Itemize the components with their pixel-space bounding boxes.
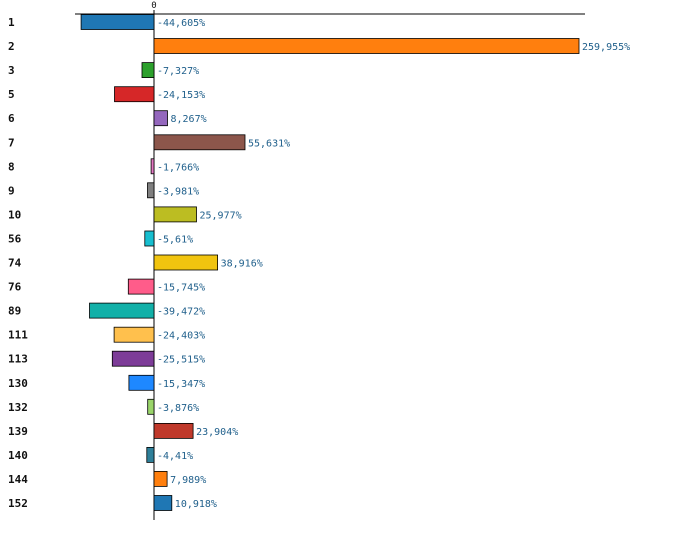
category-label: 6 bbox=[8, 112, 15, 125]
axes: 0 bbox=[75, 1, 585, 520]
value-label: -3,876% bbox=[157, 403, 199, 414]
value-label: 7,989% bbox=[170, 475, 206, 486]
value-label: -25,515% bbox=[157, 355, 205, 366]
category-label: 74 bbox=[8, 257, 22, 270]
value-label: 8,267% bbox=[171, 114, 207, 125]
category-label: 144 bbox=[8, 473, 28, 486]
category-label: 9 bbox=[8, 184, 15, 197]
value-label: -24,403% bbox=[157, 331, 205, 342]
category-label: 89 bbox=[8, 305, 21, 318]
value-label: -4,41% bbox=[157, 451, 193, 462]
category-label: 56 bbox=[8, 233, 22, 246]
bar-76 bbox=[127, 278, 155, 295]
category-label: 5 bbox=[8, 88, 15, 101]
bar-10 bbox=[153, 206, 197, 223]
category-label: 2 bbox=[8, 40, 15, 53]
value-label: -39,472% bbox=[157, 307, 205, 318]
bar-7 bbox=[153, 134, 246, 151]
value-label: -15,745% bbox=[157, 283, 205, 294]
bar-9 bbox=[147, 182, 155, 199]
category-label: 132 bbox=[8, 401, 28, 414]
value-label: -5,61% bbox=[157, 235, 193, 246]
bar-1 bbox=[80, 14, 155, 30]
bar-89 bbox=[89, 302, 155, 319]
x-tick-label-zero: 0 bbox=[151, 1, 156, 11]
category-label: 76 bbox=[8, 281, 22, 294]
bar-139 bbox=[153, 422, 194, 439]
bar-152 bbox=[153, 495, 173, 511]
bar-8 bbox=[150, 158, 155, 175]
value-label: 55,631% bbox=[248, 138, 290, 149]
bar-3 bbox=[141, 62, 155, 78]
category-label: 3 bbox=[8, 64, 15, 77]
value-label: -1,766% bbox=[157, 162, 199, 173]
value-label: -15,347% bbox=[157, 379, 205, 390]
bars bbox=[80, 14, 580, 511]
category-label: 113 bbox=[8, 353, 28, 366]
bar-74 bbox=[153, 254, 218, 271]
value-label: 23,904% bbox=[196, 427, 238, 438]
category-labels: 1235678910567476891111131301321391401441… bbox=[8, 16, 28, 510]
value-label: 38,916% bbox=[221, 259, 263, 270]
category-label: 8 bbox=[8, 160, 15, 173]
bar-140 bbox=[146, 446, 155, 463]
category-label: 111 bbox=[8, 329, 28, 342]
value-label: 259,955% bbox=[582, 42, 630, 53]
bar-56 bbox=[144, 230, 155, 247]
value-labels: -44,605% 259,955% -7,327% -24,153% 8,267% 55,… bbox=[157, 18, 630, 510]
bar-113 bbox=[111, 350, 155, 367]
value-label: -7,327% bbox=[157, 66, 199, 77]
bar-111 bbox=[113, 326, 155, 343]
bar-5 bbox=[114, 86, 155, 103]
category-label: 139 bbox=[8, 425, 28, 438]
bar-144 bbox=[153, 470, 168, 487]
category-label: 10 bbox=[8, 208, 21, 221]
bar-132 bbox=[147, 398, 155, 415]
value-label: -24,153% bbox=[157, 90, 205, 101]
bar-130 bbox=[128, 374, 155, 391]
category-label: 7 bbox=[8, 136, 15, 149]
bar-2 bbox=[153, 38, 580, 54]
category-label: 152 bbox=[8, 497, 28, 510]
category-label: 130 bbox=[8, 377, 28, 390]
value-label: -3,981% bbox=[157, 186, 199, 197]
value-label: -44,605% bbox=[157, 18, 205, 29]
category-label: 1 bbox=[8, 16, 15, 29]
category-label: 140 bbox=[8, 449, 28, 462]
bar-6 bbox=[153, 110, 168, 127]
value-label: 10,918% bbox=[175, 499, 217, 510]
value-label: 25,977% bbox=[200, 210, 242, 221]
